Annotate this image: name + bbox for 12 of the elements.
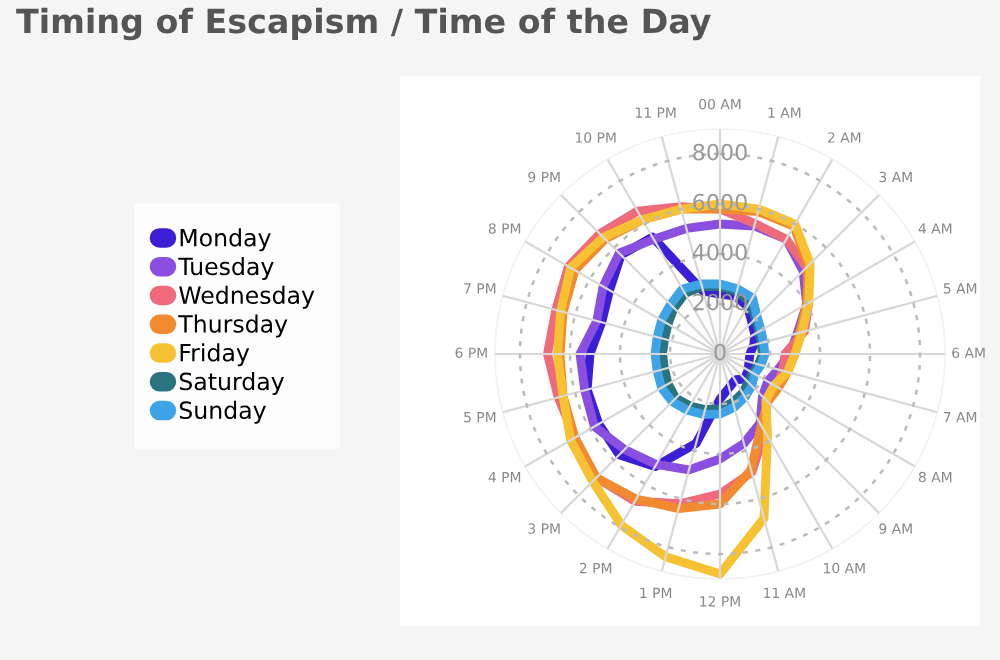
y-tick-label: 0: [714, 343, 726, 361]
legend-label: Sunday: [179, 400, 266, 424]
y-tick-label: 8000: [693, 143, 747, 161]
y-tick-label: 4000: [692, 243, 747, 261]
legend-label: Thursday: [178, 314, 288, 338]
chart-title: Timing of Escapism / Time of the Day: [16, 7, 711, 41]
legend-label: Saturday: [179, 372, 284, 395]
legend-label: Friday: [180, 343, 250, 367]
legend-label: Monday: [180, 228, 271, 252]
y-tick-label: 6000: [693, 193, 747, 211]
legend-label: Tuesday: [178, 257, 274, 280]
legend-label: Wednesday: [179, 285, 315, 309]
